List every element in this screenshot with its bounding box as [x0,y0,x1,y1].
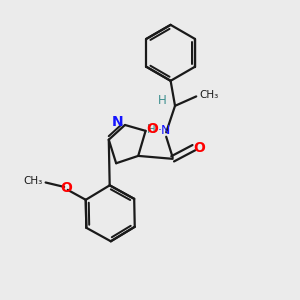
Text: CH₃: CH₃ [200,90,219,100]
Text: O: O [193,141,205,154]
Text: N: N [112,115,123,129]
Text: CH₃: CH₃ [24,176,43,186]
Text: H: H [146,123,155,136]
Text: H: H [158,94,167,107]
Text: O: O [146,122,158,136]
Text: ·N: ·N [157,124,170,137]
Text: O: O [60,181,72,195]
